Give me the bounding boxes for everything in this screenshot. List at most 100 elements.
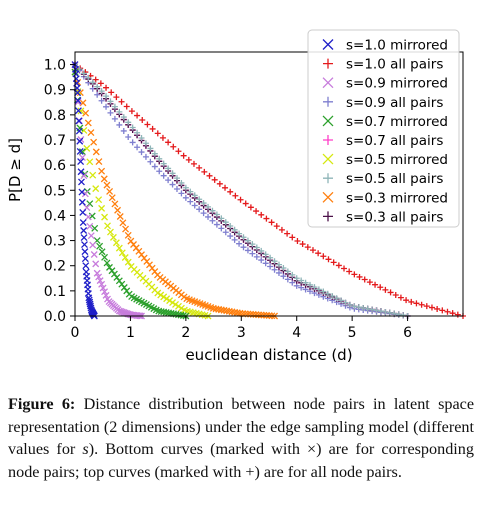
- legend-entry: s=0.5 all pairs: [323, 171, 443, 187]
- data-point: [369, 306, 376, 313]
- data-point: [227, 222, 234, 229]
- caption-s-symbol: s: [82, 440, 89, 458]
- data-point: [116, 121, 123, 128]
- data-point: [262, 251, 269, 258]
- legend-label: s=0.3 mirrored: [346, 190, 448, 206]
- data-point: [302, 279, 309, 286]
- data-point: [122, 225, 130, 233]
- data-point: [333, 295, 340, 302]
- x-tick-label: 2: [181, 325, 190, 341]
- data-point: [98, 97, 105, 104]
- legend-label: s=0.9 all pairs: [346, 95, 443, 111]
- data-point: [147, 145, 154, 152]
- data-point: [423, 303, 430, 310]
- data-point: [78, 154, 86, 162]
- data-point: [182, 184, 189, 191]
- data-point: [267, 263, 274, 270]
- series-s-0-5-all-pairs: [72, 61, 411, 319]
- series-s-0-9-all-pairs: [72, 61, 411, 319]
- data-point: [293, 275, 300, 282]
- data-point: [86, 158, 94, 166]
- data-point: [98, 167, 106, 175]
- data-point: [160, 172, 167, 179]
- data-point: [346, 301, 353, 308]
- data-point: [231, 226, 238, 233]
- data-point: [92, 260, 100, 268]
- data-point: [449, 310, 456, 317]
- data-point: [178, 179, 185, 186]
- data-point: [95, 196, 103, 204]
- data-point: [113, 94, 120, 101]
- data-point: [83, 144, 91, 152]
- data-point: [373, 307, 380, 314]
- data-point: [315, 250, 322, 257]
- data-point: [89, 79, 96, 86]
- data-point: [196, 206, 203, 213]
- data-point: [187, 188, 194, 195]
- data-point: [205, 203, 212, 210]
- caption-label: Figure 6:: [8, 395, 76, 413]
- data-point: [258, 211, 265, 218]
- data-point: [355, 304, 362, 311]
- data-point: [232, 192, 239, 199]
- data-point: [82, 109, 90, 117]
- data-point: [134, 144, 141, 151]
- data-point: [330, 259, 337, 266]
- data-point: [118, 249, 126, 257]
- data-point: [98, 204, 106, 212]
- data-point: [280, 265, 287, 272]
- legend-entry: s=0.9 all pairs: [323, 95, 443, 111]
- data-point: [386, 309, 393, 316]
- caption-text-end: ). Bottom curves (marked with ×) are for…: [8, 440, 474, 481]
- data-point: [320, 253, 327, 260]
- data-point: [80, 70, 87, 77]
- data-point: [309, 247, 316, 254]
- data-point: [249, 241, 256, 248]
- data-point: [165, 165, 172, 172]
- data-point: [106, 187, 114, 195]
- legend-label: s=0.5 all pairs: [346, 171, 443, 187]
- data-point: [92, 185, 100, 193]
- data-point: [103, 103, 110, 110]
- data-point: [154, 289, 162, 297]
- data-point: [151, 150, 158, 157]
- data-point: [253, 253, 260, 260]
- data-point: [118, 98, 125, 105]
- legend-entry: s=0.5 mirrored: [322, 152, 448, 168]
- data-point: [222, 219, 229, 226]
- data-point: [98, 248, 106, 256]
- data-point: [134, 112, 141, 119]
- data-point: [80, 234, 88, 242]
- data-point: [109, 233, 117, 241]
- data-point: [428, 304, 435, 311]
- data-point: [338, 297, 345, 304]
- series-s-1-0-mirrored: [71, 61, 98, 320]
- data-point: [205, 213, 212, 220]
- y-tick-label: 0.1: [44, 284, 66, 300]
- data-point: [169, 181, 176, 188]
- chart: 0 1 2 3 4 5 6 0.0 0.1 0.2 0.3 0.4 0.5 0.6 0.7 0.8 0.9 1.0…: [6, 29, 466, 364]
- data-point: [89, 171, 97, 179]
- legend-label: s=0.9 mirrored: [346, 76, 448, 92]
- data-point: [77, 107, 85, 115]
- data-point: [271, 258, 278, 265]
- data-point: [78, 198, 86, 206]
- data-point: [218, 225, 225, 232]
- data-point: [284, 276, 291, 283]
- x-tick-label: 1: [126, 325, 135, 341]
- data-point: [408, 298, 415, 305]
- data-point: [97, 80, 104, 87]
- data-point: [95, 273, 103, 281]
- data-point: [209, 207, 216, 214]
- data-point: [90, 251, 98, 258]
- data-point: [89, 241, 97, 249]
- data-point: [151, 163, 158, 170]
- data-point: [99, 284, 107, 292]
- data-point: [125, 119, 132, 126]
- data-point: [77, 158, 85, 166]
- data-point: [434, 305, 441, 312]
- plot-frame: [74, 51, 464, 317]
- data-point: [284, 268, 291, 275]
- data-point: [413, 300, 420, 307]
- data-point: [178, 190, 185, 197]
